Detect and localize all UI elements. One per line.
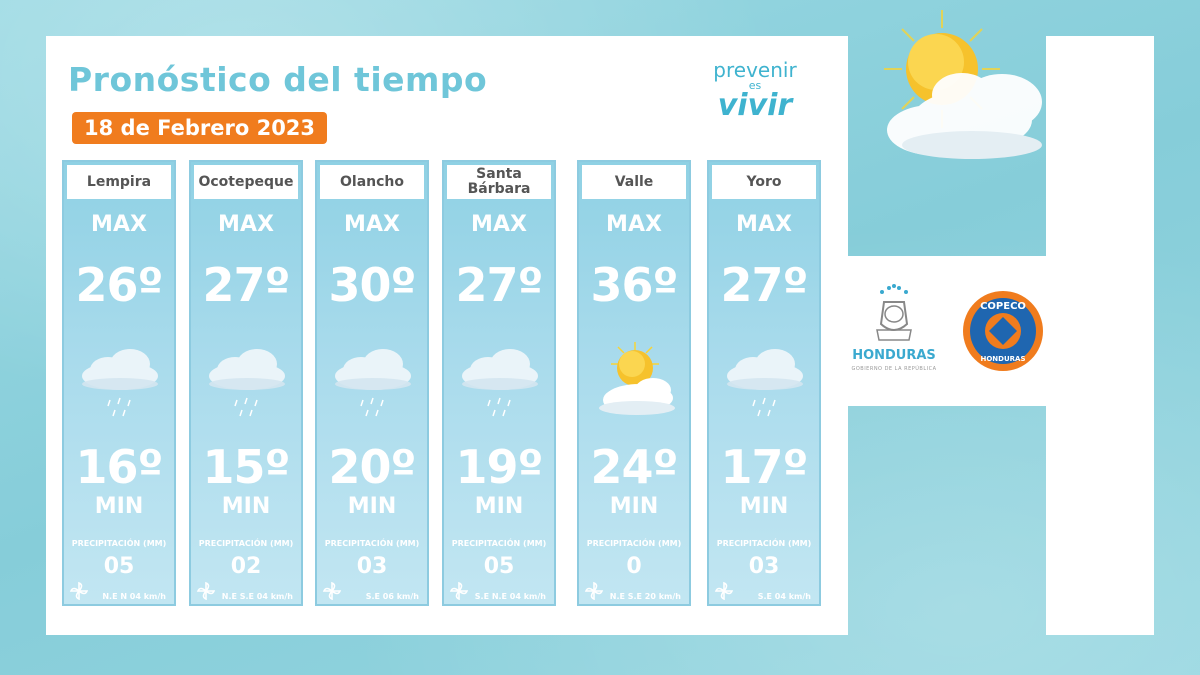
max-label: MAX (606, 212, 662, 237)
min-temperature: 15º (202, 440, 291, 494)
min-temperature: 20º (328, 440, 417, 494)
wind-icon (69, 581, 89, 601)
forecast-card-lempira: Lempira MAX 26º 16º MIN PRECIPITACIÓN (M… (62, 160, 176, 606)
cloud-rain-icon (727, 349, 803, 417)
precip-value: 05 (483, 554, 515, 579)
region-name: Olancho (320, 165, 424, 199)
forecast-card-santa-bárbara: Santa Bárbara MAX 27º 19º MIN PRECIPITAC… (442, 160, 556, 606)
max-label: MAX (471, 212, 527, 237)
copeco-logo: COPECO HONDURAS (963, 291, 1043, 371)
max-temperature: 36º (590, 258, 679, 312)
max-label: MAX (218, 212, 274, 237)
max-temperature: 27º (202, 258, 291, 312)
max-temperature: 26º (75, 258, 164, 312)
region-name: Ocotepeque (194, 165, 298, 199)
region-name: Valle (582, 165, 686, 199)
wind-text: S.E 06 km/h (365, 592, 419, 601)
precip-value: 02 (230, 554, 262, 579)
brand-line1: prevenir (713, 58, 797, 82)
copeco-top-text: COPECO (980, 301, 1026, 312)
region-name: Lempira (67, 165, 171, 199)
sun-cloud-icon (884, 10, 1042, 159)
region-name: Yoro (712, 165, 816, 199)
wind-icon (584, 581, 604, 601)
wind-icon (449, 581, 469, 601)
honduras-label: HONDURAS (852, 348, 936, 363)
wind-icon (322, 581, 342, 601)
gobierno-label: GOBIERNO DE LA REPÚBLICA (851, 366, 937, 372)
sun-cloud-icon (599, 342, 675, 415)
min-temperature: 17º (720, 440, 809, 494)
precip-label: PRECIPITACIÓN (MM) (451, 539, 547, 548)
min-temperature: 24º (590, 440, 679, 494)
forecast-card-yoro: Yoro MAX 27º 17º MIN PRECIPITACIÓN (MM) … (707, 160, 821, 606)
min-label: MIN (609, 494, 659, 519)
max-label: MAX (344, 212, 400, 237)
max-temperature: 27º (720, 258, 809, 312)
precip-label: PRECIPITACIÓN (MM) (198, 539, 294, 548)
wind-icon (196, 581, 216, 601)
copeco-bottom-text: HONDURAS (980, 355, 1025, 363)
min-label: MIN (221, 494, 271, 519)
wind-text: N.E N 04 km/h (102, 592, 166, 601)
precip-label: PRECIPITACIÓN (MM) (716, 539, 812, 548)
wind-text: N.E S.E 20 km/h (609, 592, 681, 601)
max-label: MAX (91, 212, 147, 237)
wind-text: S.E 04 km/h (757, 592, 811, 601)
min-label: MIN (347, 494, 397, 519)
min-temperature: 16º (75, 440, 164, 494)
forecast-card-valle: Valle MAX 36º 24º MIN PRECIPITACIÓN (MM)… (577, 160, 691, 606)
max-temperature: 27º (455, 258, 544, 312)
min-label: MIN (739, 494, 789, 519)
forecast-card-olancho: Olancho MAX 30º 20º MIN PRECIPITACIÓN (M… (315, 160, 429, 606)
wind-icon (714, 581, 734, 601)
min-label: MIN (474, 494, 524, 519)
honduras-government-logo: HONDURAS GOBIERNO DE LA REPÚBLICA (846, 284, 942, 376)
precip-label: PRECIPITACIÓN (MM) (586, 539, 682, 548)
cloud-rain-icon (335, 349, 411, 417)
precip-value: 03 (748, 554, 780, 579)
cloud-rain-icon (209, 349, 285, 417)
precip-value: 05 (103, 554, 135, 579)
cloud-rain-icon (462, 349, 538, 417)
h-right-bar (1046, 36, 1154, 635)
max-label: MAX (736, 212, 792, 237)
precip-value: 03 (356, 554, 388, 579)
max-temperature: 30º (328, 258, 417, 312)
region-name: Santa Bárbara (447, 165, 551, 199)
forecast-card-ocotepeque: Ocotepeque MAX 27º 15º MIN PRECIPITACIÓN… (189, 160, 303, 606)
brand-line2: es (748, 79, 762, 92)
precip-label: PRECIPITACIÓN (MM) (324, 539, 420, 548)
prevenir-es-vivir-logo: prevenir es vivir (690, 60, 820, 121)
cloud-rain-icon (82, 349, 158, 417)
min-temperature: 19º (455, 440, 544, 494)
brand-line3: vivir (717, 88, 793, 123)
date-badge: 18 de Febrero 2023 (72, 112, 328, 144)
wind-text: S.E N.E 04 km/h (474, 592, 546, 601)
precip-label: PRECIPITACIÓN (MM) (71, 539, 167, 548)
min-label: MIN (94, 494, 144, 519)
precip-value: 0 (626, 554, 642, 579)
page-title: Pronóstico del tiempo (68, 60, 488, 99)
wind-text: N.E S.E 04 km/h (221, 592, 293, 601)
coat-of-arms-icon (876, 284, 912, 341)
